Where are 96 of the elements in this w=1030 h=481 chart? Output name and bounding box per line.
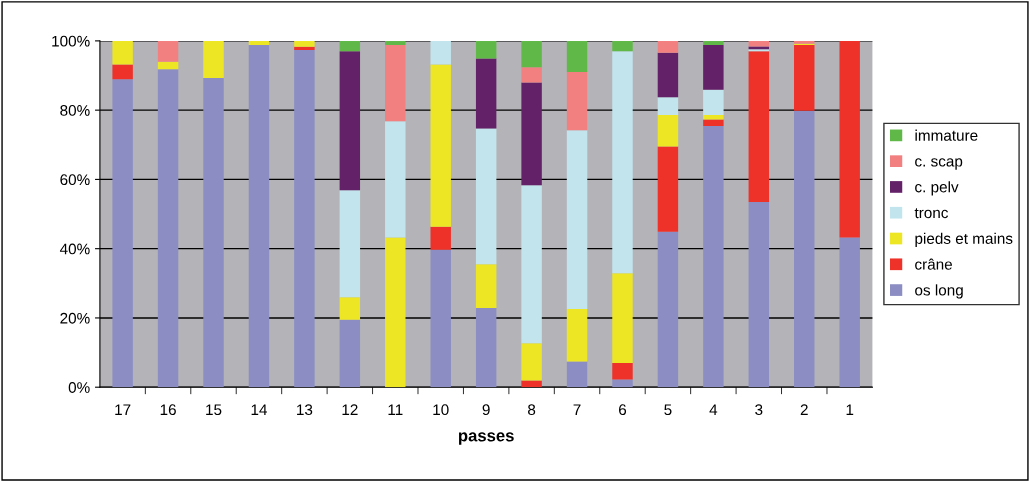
bar [657, 115, 679, 147]
bar [385, 121, 406, 238]
bar [430, 249, 451, 388]
legend-label: c. scap [915, 158, 963, 170]
bar [385, 237, 406, 388]
bar [521, 82, 542, 186]
bar [385, 40, 406, 46]
bar [703, 115, 724, 120]
bar [339, 319, 361, 388]
x-tick-label: 7 [573, 404, 581, 415]
bar [203, 40, 224, 78]
bar [475, 264, 497, 308]
bar [248, 45, 270, 388]
bar [248, 40, 270, 46]
bar [475, 58, 497, 129]
bar [703, 45, 724, 90]
bar [475, 40, 497, 59]
x-tick-label: 1 [846, 404, 854, 415]
bar [657, 97, 679, 115]
bar [794, 110, 815, 388]
bar [385, 45, 406, 122]
bar [703, 126, 724, 388]
bar [566, 308, 588, 362]
x-tick-label: 10 [433, 404, 449, 416]
x-tick-label: 13 [297, 404, 313, 416]
bar [703, 40, 724, 46]
x-tick-label: 11 [388, 404, 403, 415]
bar [521, 343, 542, 381]
bar [521, 40, 542, 68]
bar [430, 64, 451, 227]
bar [157, 40, 179, 62]
legend-label: os long [915, 284, 963, 299]
bar [839, 237, 860, 388]
bar [157, 69, 179, 388]
y-tick-label: 40% [59, 243, 90, 255]
bar [612, 379, 633, 388]
legend-label: crâne [915, 258, 952, 270]
x-axis-title: passes [459, 432, 514, 445]
bar [748, 51, 770, 202]
bar [294, 46, 315, 50]
bar [566, 130, 588, 309]
x-tick-label: 16 [160, 404, 176, 416]
bar [521, 67, 542, 83]
bar [157, 61, 179, 70]
x-tick-label: 9 [482, 404, 490, 416]
bar [748, 201, 770, 388]
y-tick-label: 60% [60, 174, 90, 186]
bar [203, 77, 224, 388]
bar [339, 51, 361, 191]
x-tick-label: 3 [755, 404, 763, 416]
bar [112, 79, 133, 388]
bar [612, 362, 633, 380]
legend-label: tronc [914, 208, 949, 219]
bar [703, 119, 724, 127]
x-tick-label: 2 [800, 404, 808, 415]
bar [657, 146, 679, 232]
bar [339, 40, 361, 52]
bar [339, 190, 361, 298]
x-tick-label: 14 [251, 404, 267, 415]
x-tick-label: 17 [115, 404, 131, 415]
bar [566, 40, 588, 73]
bar [612, 51, 633, 274]
bar [339, 297, 361, 320]
bar [566, 361, 588, 388]
bar [112, 64, 133, 80]
bar [657, 40, 679, 53]
bar [566, 72, 588, 131]
bar [521, 185, 542, 344]
y-tick-label: 0% [68, 382, 90, 393]
bar [794, 45, 815, 111]
x-tick-label: 15 [206, 404, 222, 416]
bar [612, 40, 633, 52]
bar [612, 273, 633, 363]
bar [112, 40, 133, 65]
x-tick-label: 5 [664, 404, 672, 416]
bar [839, 40, 860, 238]
x-tick-label: 12 [342, 404, 358, 415]
bar [657, 231, 679, 388]
x-tick-label: 4 [709, 404, 718, 415]
bar [475, 128, 497, 265]
y-tick-label: 80% [60, 105, 90, 116]
bar [657, 52, 679, 98]
legend-label: c. pelv [915, 181, 959, 196]
bar [430, 40, 451, 65]
y-tick-label: 100% [52, 35, 90, 47]
bar [703, 89, 724, 115]
y-tick-label: 20% [60, 312, 90, 324]
bar [521, 380, 542, 388]
bar [294, 40, 315, 47]
bar [294, 49, 315, 388]
bar [475, 307, 497, 388]
legend-label: pieds et mains [915, 232, 1013, 247]
bar [430, 226, 451, 250]
x-tick-label: 8 [528, 404, 536, 416]
x-tick-label: 6 [619, 404, 627, 416]
legend-label: immature [915, 129, 978, 141]
